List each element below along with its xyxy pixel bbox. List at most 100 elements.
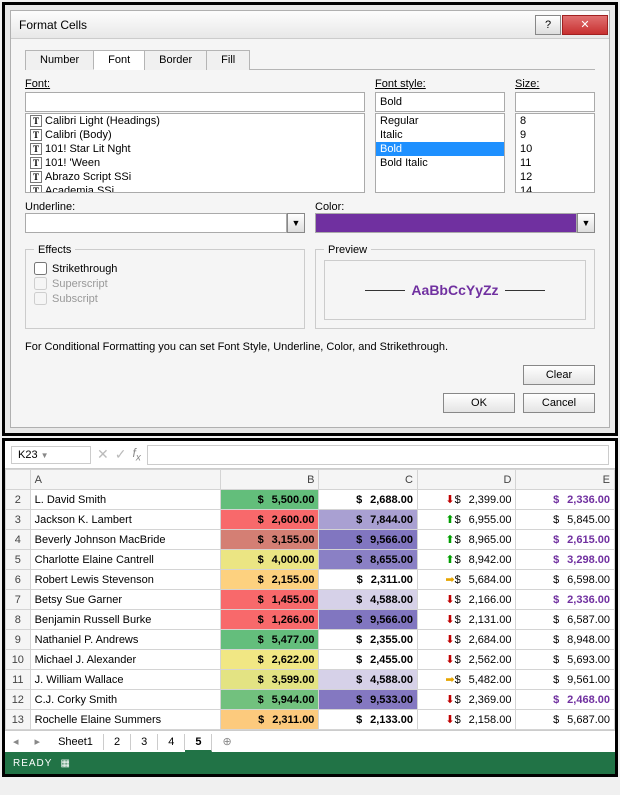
ok-button[interactable]: OK [443,393,515,413]
cell[interactable]: ⬇$ 2,399.00 [417,490,516,510]
table-row[interactable]: 6Robert Lewis Stevenson$ 2,155.00$ 2,311… [6,570,615,590]
font-style-list[interactable]: RegularItalicBoldBold Italic [375,113,505,193]
cell[interactable]: $ 8,655.00 [319,550,418,570]
column-header[interactable]: D [417,470,516,490]
size-option[interactable]: 14 [516,184,594,193]
cell[interactable]: $ 5,687.00 [516,710,615,730]
sheet-tab[interactable]: 2 [104,734,131,750]
style-option[interactable]: Bold [376,142,504,156]
size-list[interactable]: 8910111214 [515,113,595,193]
sheet-tab[interactable]: 5 [185,734,212,752]
cell[interactable]: $ 2,615.00 [516,530,615,550]
fx-icon[interactable]: fx [132,446,140,463]
table-row[interactable]: 7Betsy Sue Garner$ 1,455.00$ 4,588.00⬇$ … [6,590,615,610]
cell[interactable]: Rochelle Elaine Summers [30,710,220,730]
cell[interactable]: ⬇$ 2,562.00 [417,650,516,670]
table-row[interactable]: 13Rochelle Elaine Summers$ 2,311.00$ 2,1… [6,710,615,730]
cell[interactable]: $ 8,948.00 [516,630,615,650]
cell[interactable]: Robert Lewis Stevenson [30,570,220,590]
tab-fill[interactable]: Fill [206,50,250,70]
cell[interactable]: $ 5,845.00 [516,510,615,530]
cell[interactable]: $ 1,455.00 [220,590,319,610]
cell[interactable]: ➡$ 5,482.00 [417,670,516,690]
row-number[interactable]: 11 [6,670,31,690]
font-option[interactable]: TCalibri (Body) [26,128,364,142]
cell[interactable]: $ 2,155.00 [220,570,319,590]
style-option[interactable]: Regular [376,114,504,128]
cell[interactable]: ⬆$ 6,955.00 [417,510,516,530]
cell[interactable]: Benjamin Russell Burke [30,610,220,630]
cell[interactable]: $ 2,133.00 [319,710,418,730]
cell[interactable]: $ 9,566.00 [319,610,418,630]
cell[interactable]: $ 2,355.00 [319,630,418,650]
font-list[interactable]: TCalibri Light (Headings)TCalibri (Body)… [25,113,365,193]
size-option[interactable]: 12 [516,170,594,184]
table-row[interactable]: 9Nathaniel P. Andrews$ 5,477.00$ 2,355.0… [6,630,615,650]
font-option[interactable]: T101! Star Lit Nght [26,142,364,156]
name-box[interactable]: K23 ▼ [11,446,91,464]
sheet-nav-next-icon[interactable]: ▸ [27,735,49,748]
tab-font[interactable]: Font [93,50,145,70]
sheet-tab[interactable]: Sheet1 [48,734,104,750]
cell[interactable]: $ 5,693.00 [516,650,615,670]
row-number[interactable]: 7 [6,590,31,610]
cell[interactable]: $ 6,598.00 [516,570,615,590]
row-number[interactable]: 9 [6,630,31,650]
table-row[interactable]: 12C.J. Corky Smith$ 5,944.00$ 9,533.00⬇$… [6,690,615,710]
style-option[interactable]: Bold Italic [376,156,504,170]
cell[interactable]: J. William Wallace [30,670,220,690]
tab-border[interactable]: Border [144,50,207,70]
cancel-edit-icon[interactable]: ✕ [97,446,109,463]
row-number[interactable]: 13 [6,710,31,730]
sheet-nav-prev-icon[interactable]: ◂ [5,735,27,748]
cell[interactable]: $ 2,622.00 [220,650,319,670]
cell[interactable]: ⬇$ 2,369.00 [417,690,516,710]
cancel-button[interactable]: Cancel [523,393,595,413]
cell[interactable]: $ 6,587.00 [516,610,615,630]
close-button[interactable]: ✕ [562,15,608,35]
cell[interactable]: $ 5,944.00 [220,690,319,710]
cell[interactable]: $ 9,533.00 [319,690,418,710]
tab-number[interactable]: Number [25,50,94,70]
table-row[interactable]: 3Jackson K. Lambert$ 2,600.00$ 7,844.00⬆… [6,510,615,530]
row-number[interactable]: 3 [6,510,31,530]
cell[interactable]: $ 2,311.00 [319,570,418,590]
sheet-tab[interactable]: 4 [158,734,185,750]
cell[interactable]: ⬇$ 2,684.00 [417,630,516,650]
font-option[interactable]: T101! 'Ween [26,156,364,170]
cell[interactable]: ⬇$ 2,158.00 [417,710,516,730]
row-number[interactable]: 4 [6,530,31,550]
cell[interactable]: $ 2,336.00 [516,490,615,510]
cell[interactable]: $ 2,336.00 [516,590,615,610]
cell[interactable]: Beverly Johnson MacBride [30,530,220,550]
cell[interactable]: ⬆$ 8,965.00 [417,530,516,550]
row-number[interactable]: 2 [6,490,31,510]
table-row[interactable]: 2L. David Smith$ 5,500.00$ 2,688.00⬇$ 2,… [6,490,615,510]
cell[interactable]: $ 4,588.00 [319,590,418,610]
table-row[interactable]: 10Michael J. Alexander$ 2,622.00$ 2,455.… [6,650,615,670]
size-option[interactable]: 9 [516,128,594,142]
cell[interactable]: Betsy Sue Garner [30,590,220,610]
cell[interactable]: $ 2,600.00 [220,510,319,530]
cell[interactable]: $ 3,155.00 [220,530,319,550]
cell[interactable]: $ 5,500.00 [220,490,319,510]
help-button[interactable]: ? [535,15,561,35]
cell[interactable]: $ 2,468.00 [516,690,615,710]
row-number[interactable]: 10 [6,650,31,670]
cell[interactable]: $ 7,844.00 [319,510,418,530]
cell[interactable]: $ 9,561.00 [516,670,615,690]
clear-button[interactable]: Clear [523,365,595,385]
cell[interactable]: $ 4,000.00 [220,550,319,570]
cell[interactable]: $ 2,688.00 [319,490,418,510]
size-option[interactable]: 8 [516,114,594,128]
cell[interactable]: $ 4,588.00 [319,670,418,690]
cell[interactable]: L. David Smith [30,490,220,510]
column-header[interactable]: B [220,470,319,490]
cell[interactable]: ⬇$ 2,166.00 [417,590,516,610]
table-row[interactable]: 5Charlotte Elaine Cantrell$ 4,000.00$ 8,… [6,550,615,570]
underline-dropdown-icon[interactable]: ▼ [287,213,305,233]
cell[interactable]: $ 3,599.00 [220,670,319,690]
style-option[interactable]: Italic [376,128,504,142]
size-input[interactable] [515,92,595,112]
size-option[interactable]: 10 [516,142,594,156]
